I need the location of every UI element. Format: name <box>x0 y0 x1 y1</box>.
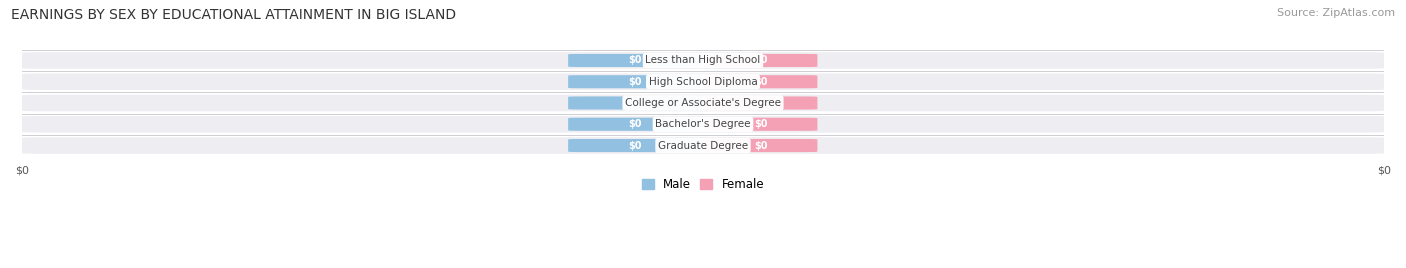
FancyBboxPatch shape <box>22 95 1384 111</box>
Text: $0: $0 <box>628 140 641 151</box>
Text: College or Associate's Degree: College or Associate's Degree <box>626 98 780 108</box>
Text: Source: ZipAtlas.com: Source: ZipAtlas.com <box>1277 8 1395 18</box>
Text: Bachelor's Degree: Bachelor's Degree <box>655 119 751 129</box>
Text: $0: $0 <box>628 119 641 129</box>
FancyBboxPatch shape <box>22 137 1384 154</box>
FancyBboxPatch shape <box>568 96 702 110</box>
Text: High School Diploma: High School Diploma <box>648 77 758 87</box>
Text: $0: $0 <box>628 98 641 108</box>
Text: Less than High School: Less than High School <box>645 55 761 65</box>
Text: $0: $0 <box>754 98 768 108</box>
Text: $0: $0 <box>754 55 768 65</box>
Legend: Male, Female: Male, Female <box>638 175 768 195</box>
Text: $0: $0 <box>754 119 768 129</box>
FancyBboxPatch shape <box>22 73 1384 90</box>
FancyBboxPatch shape <box>704 75 817 88</box>
Text: $0: $0 <box>628 55 641 65</box>
FancyBboxPatch shape <box>568 75 702 88</box>
FancyBboxPatch shape <box>704 96 817 110</box>
Text: $0: $0 <box>628 77 641 87</box>
Text: $0: $0 <box>754 140 768 151</box>
FancyBboxPatch shape <box>568 139 702 152</box>
FancyBboxPatch shape <box>568 54 702 67</box>
FancyBboxPatch shape <box>22 52 1384 69</box>
FancyBboxPatch shape <box>704 118 817 131</box>
FancyBboxPatch shape <box>22 116 1384 133</box>
FancyBboxPatch shape <box>704 54 817 67</box>
Text: Graduate Degree: Graduate Degree <box>658 140 748 151</box>
Text: $0: $0 <box>754 77 768 87</box>
Text: EARNINGS BY SEX BY EDUCATIONAL ATTAINMENT IN BIG ISLAND: EARNINGS BY SEX BY EDUCATIONAL ATTAINMEN… <box>11 8 457 22</box>
FancyBboxPatch shape <box>568 118 702 131</box>
FancyBboxPatch shape <box>704 139 817 152</box>
